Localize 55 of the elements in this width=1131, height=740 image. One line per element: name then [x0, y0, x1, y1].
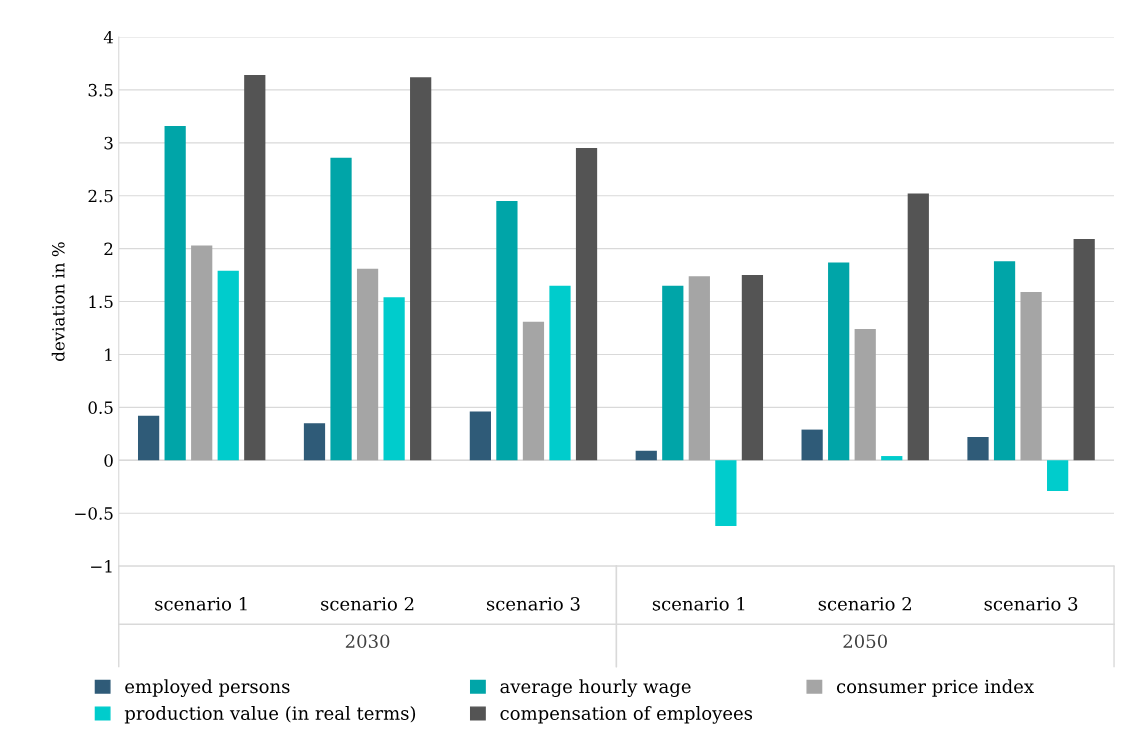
bar	[496, 201, 518, 461]
bar	[801, 429, 823, 461]
y-tick-label: 4	[103, 30, 114, 44]
bar	[410, 77, 432, 461]
legend-label: average hourly wage	[500, 679, 691, 697]
bar	[688, 276, 710, 461]
legend-label: employed persons	[125, 679, 290, 697]
text: 2030	[345, 634, 390, 649]
x-tick-label: scenario 2	[321, 596, 414, 611]
x-tick-label: scenario 1	[652, 596, 745, 611]
bar	[575, 148, 598, 461]
y-tick-label: 1.5	[89, 295, 113, 309]
bar	[715, 460, 737, 526]
bar	[164, 125, 186, 461]
legend-label: production value (in real terms)	[124, 706, 416, 724]
bar	[1020, 292, 1042, 461]
bar	[828, 262, 850, 461]
legend-label: consumer price index	[836, 679, 1034, 697]
bar	[469, 411, 491, 461]
bar	[383, 297, 405, 461]
bar	[191, 245, 213, 461]
y-axis-title: deviation in %	[51, 242, 65, 361]
legend-label: compensation of employees	[500, 706, 753, 724]
bar	[303, 423, 326, 461]
x-tick-label: scenario 1	[155, 596, 247, 611]
y-tick-label: −0.5	[75, 507, 113, 520]
bar	[993, 261, 1016, 461]
text: 2050	[843, 634, 887, 649]
x-tick-label: scenario 3	[984, 596, 1078, 611]
y-tick-label: −1	[91, 560, 112, 573]
x-tick-label: scenario 3	[486, 596, 580, 611]
y-tick-label: 2	[104, 242, 113, 255]
bar	[854, 329, 876, 461]
y-tick-label: 0.5	[88, 401, 113, 414]
y-tick-label: 2.5	[88, 189, 113, 203]
bar	[356, 268, 379, 461]
bar	[741, 275, 764, 461]
bar	[244, 75, 266, 461]
bar	[635, 450, 657, 461]
bar	[549, 285, 571, 461]
x-tick-label: scenario 2	[818, 596, 911, 611]
bar	[881, 456, 903, 461]
bar	[138, 415, 160, 461]
bar	[662, 285, 684, 461]
bar	[330, 157, 352, 461]
y-tick-label: 0	[104, 454, 113, 467]
y-tick-label: 1	[105, 348, 112, 361]
y-tick-label: 3	[104, 136, 113, 150]
bar	[967, 437, 989, 461]
bar	[907, 193, 929, 461]
y-tick-label: 3.5	[88, 83, 113, 97]
bar	[217, 270, 239, 461]
bar	[1047, 460, 1069, 491]
bar	[522, 321, 545, 461]
bar	[1073, 239, 1095, 461]
